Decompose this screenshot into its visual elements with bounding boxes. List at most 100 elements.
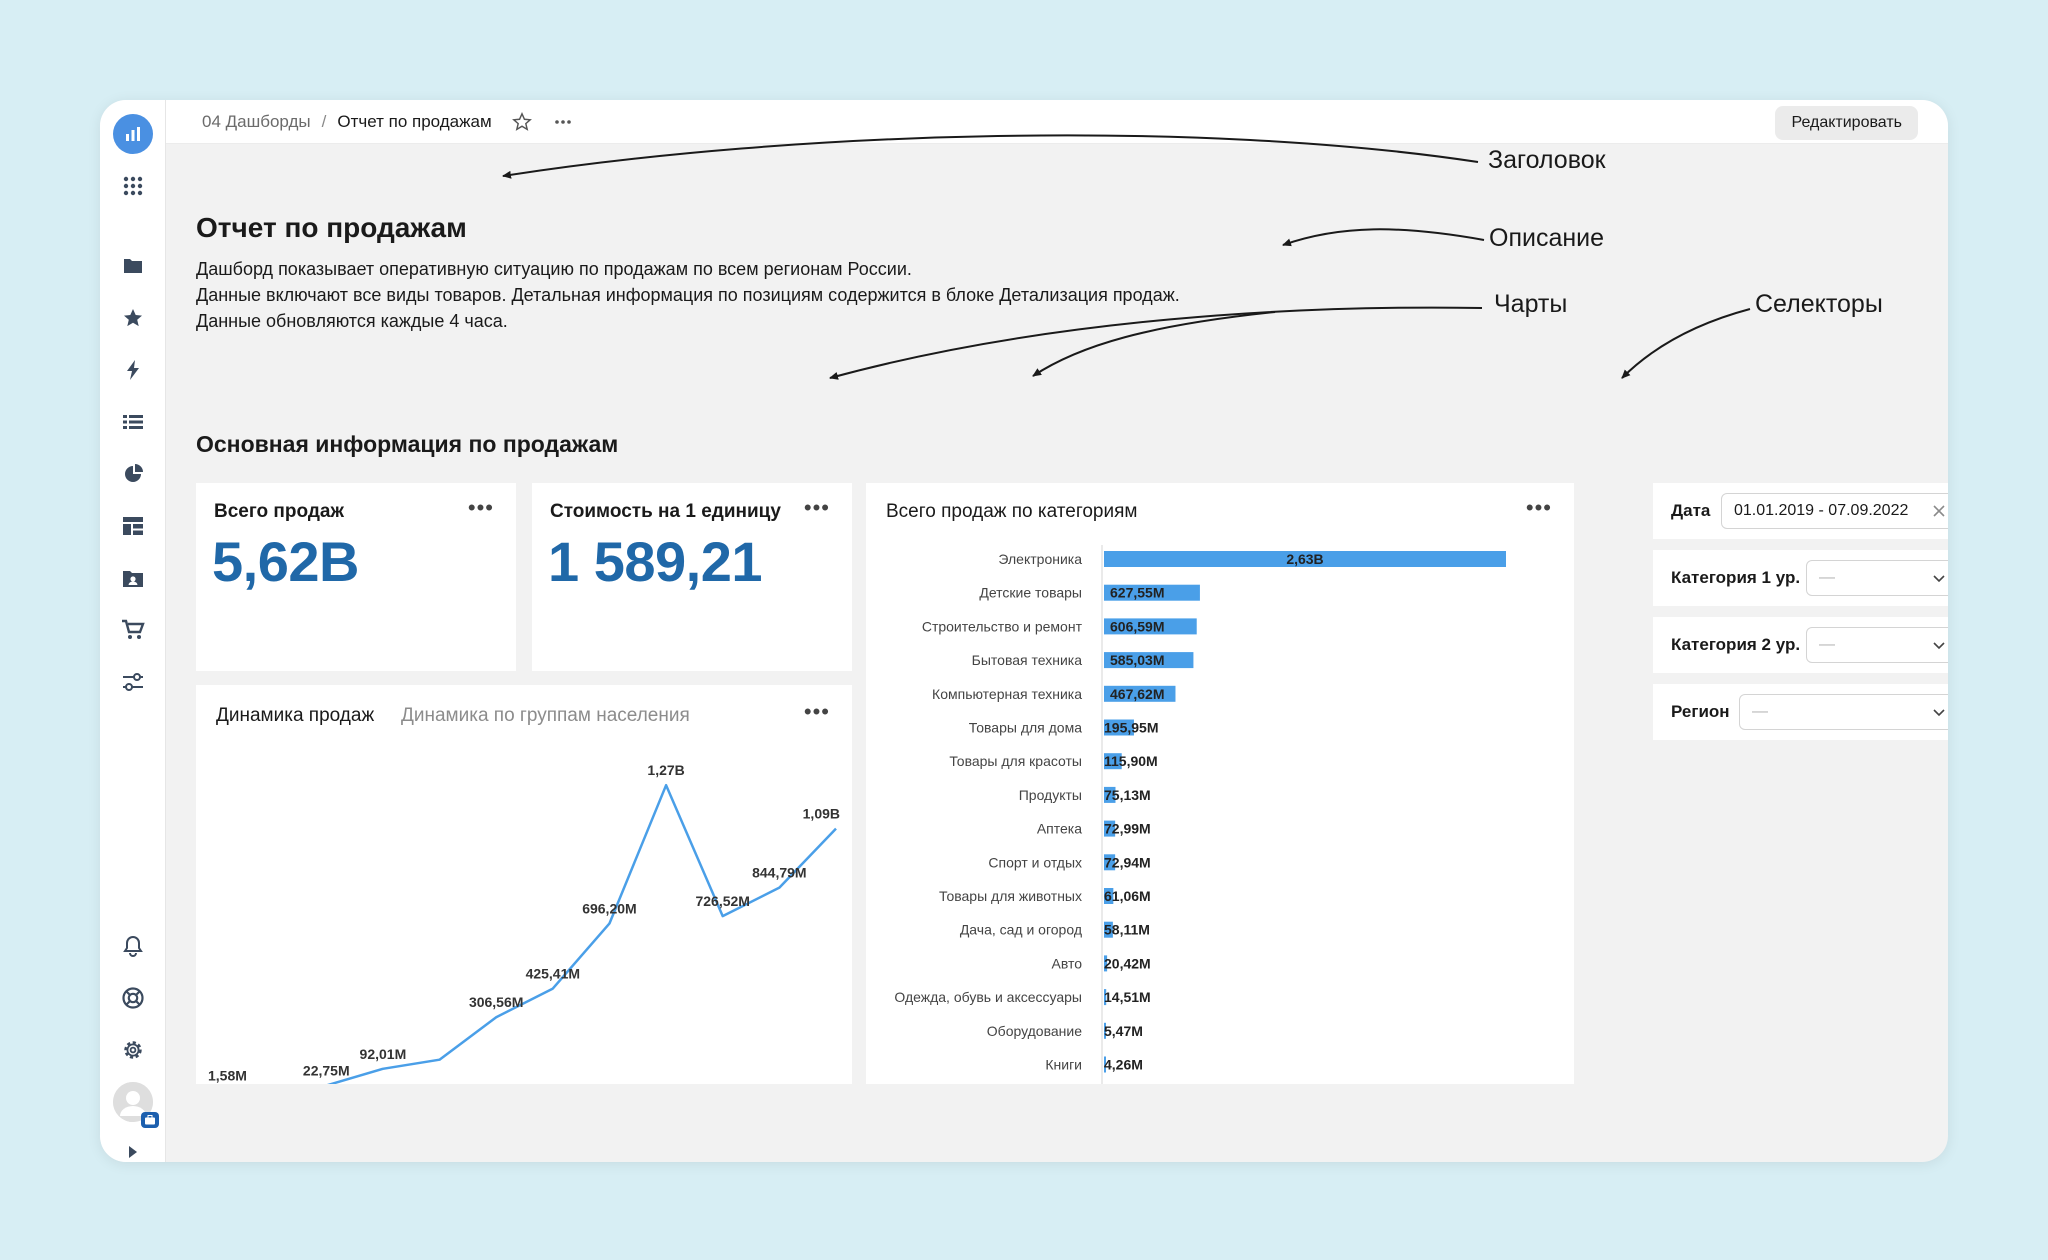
- tab-population-dynamics[interactable]: Динамика по группам населения: [401, 705, 690, 726]
- expand-arrow-icon[interactable]: [113, 1140, 153, 1162]
- dynamics-chart-card: Динамика продаж Динамика по группам насе…: [196, 685, 852, 1084]
- annotation-selectors-label: Селекторы: [1755, 290, 1883, 318]
- folder-icon[interactable]: [113, 246, 153, 286]
- category-label: Строительство и ремонт: [922, 618, 1083, 634]
- app-window: 04 Дашборды / Отчет по продажам Редактир…: [100, 100, 1948, 1162]
- selector-date: Дата 01.01.2019 - 07.09.2022: [1653, 483, 1948, 539]
- point-label: 1,27B: [647, 762, 684, 778]
- bar-value-label: 72,94M: [1104, 854, 1151, 870]
- bar-value-label: 467,62M: [1110, 686, 1164, 702]
- more-actions-icon[interactable]: [554, 119, 572, 125]
- category-label: Товары для животных: [939, 888, 1082, 904]
- star-icon[interactable]: [113, 298, 153, 338]
- tab-sales-dynamics[interactable]: Динамика продаж: [216, 705, 375, 726]
- category-label: Спорт и отдых: [988, 854, 1082, 870]
- bell-icon[interactable]: [113, 926, 153, 966]
- select-value: —: [1819, 569, 1835, 586]
- category-bar[interactable]: [1104, 921, 1113, 938]
- bar-value-label: 5,47M: [1104, 1023, 1143, 1039]
- description-line: Данные включают все виды товаров. Деталь…: [196, 285, 1180, 305]
- point-label: 425,41M: [526, 966, 580, 982]
- favorite-star-icon[interactable]: [511, 111, 532, 132]
- kpi-card-unit-cost: Стоимость на 1 единицу ••• 1 589,21: [532, 483, 852, 671]
- cart-icon[interactable]: [113, 610, 153, 650]
- category-label: Книги: [1045, 1057, 1082, 1073]
- gear-icon[interactable]: [113, 1030, 153, 1070]
- category-bar[interactable]: [1104, 1056, 1106, 1073]
- category-label: Товары для дома: [969, 720, 1082, 736]
- bar-value-label: 14,51M: [1104, 989, 1151, 1005]
- section-title: Основная информация по продажам: [196, 431, 619, 457]
- select-value: —: [1819, 636, 1835, 653]
- point-label: 306,56M: [469, 994, 523, 1010]
- category-bar[interactable]: [1104, 584, 1200, 601]
- selector-label: Категория 2 ур.: [1671, 635, 1801, 654]
- category-bar[interactable]: [1104, 786, 1116, 803]
- card-menu-button[interactable]: •••: [803, 495, 830, 520]
- page-description: Дашборд показывает оперативную ситуацию …: [196, 256, 1180, 334]
- date-range-value: 01.01.2019 - 07.09.2022: [1734, 502, 1909, 519]
- bar-value-label: 4,26M: [1104, 1057, 1143, 1073]
- bar-value-label: 585,03M: [1110, 652, 1164, 668]
- point-label: 1,09B: [803, 806, 840, 822]
- analytics-logo-icon[interactable]: [113, 114, 153, 154]
- bar-value-label: 606,59M: [1110, 618, 1164, 634]
- selector-region: Регион —: [1653, 684, 1948, 740]
- top-bar: 04 Дашборды / Отчет по продажам Редактир…: [166, 100, 1948, 144]
- lightning-icon[interactable]: [113, 350, 153, 390]
- selector-label: Регион: [1671, 702, 1730, 721]
- category-bar[interactable]: [1104, 888, 1114, 904]
- category-label: Бытовая техника: [972, 652, 1083, 668]
- list-icon[interactable]: [113, 402, 153, 442]
- chevron-down-icon: [1932, 638, 1946, 652]
- breadcrumb-root[interactable]: 04 Дашборды: [202, 111, 311, 131]
- point-label: 726,52M: [695, 893, 749, 909]
- category-bar[interactable]: [1104, 753, 1122, 770]
- category-label: Дача, сад и огород: [960, 922, 1082, 938]
- category-bar[interactable]: [1104, 719, 1134, 736]
- category-bar[interactable]: [1104, 551, 1506, 567]
- annotation-charts-label: Чарты: [1494, 290, 1568, 318]
- category-2-select[interactable]: —: [1806, 627, 1948, 663]
- briefcase-icon: [141, 1112, 159, 1128]
- category-label: Товары для красоты: [949, 753, 1082, 769]
- category-bar[interactable]: [1104, 989, 1107, 1006]
- category-label: Авто: [1051, 955, 1082, 971]
- category-bar[interactable]: [1104, 1022, 1106, 1039]
- region-select[interactable]: —: [1739, 694, 1948, 730]
- dashboard-content: Отчет по продажам Дашборд показывает опе…: [166, 144, 1948, 1162]
- user-avatar-icon[interactable]: [113, 1082, 159, 1128]
- category-1-select[interactable]: —: [1806, 560, 1948, 596]
- breadcrumb-separator: /: [321, 111, 327, 131]
- point-label: 1,58M: [208, 1068, 247, 1084]
- kpi-title: Стоимость на 1 единицу: [550, 501, 781, 522]
- dashboard-layout-icon[interactable]: [113, 506, 153, 546]
- chevron-down-icon: [1932, 571, 1946, 585]
- pie-chart-icon[interactable]: [113, 454, 153, 494]
- description-line: Дашборд показывает оперативную ситуацию …: [196, 259, 912, 279]
- category-label: Одежда, обувь и аксессуары: [894, 989, 1082, 1005]
- bar-value-label: 61,06M: [1104, 888, 1151, 904]
- help-ring-icon[interactable]: [113, 978, 153, 1018]
- point-label: 696,20M: [582, 900, 636, 916]
- kpi-value: 1 589,21: [548, 530, 762, 593]
- category-bar[interactable]: [1104, 820, 1116, 837]
- edit-button[interactable]: Редактировать: [1775, 106, 1918, 140]
- kpi-card-total: Всего продаж ••• 5,62B: [196, 483, 516, 671]
- category-bar[interactable]: [1104, 685, 1176, 702]
- clear-icon[interactable]: [1932, 504, 1946, 518]
- category-bar[interactable]: [1104, 955, 1108, 972]
- dataset-icon[interactable]: [113, 558, 153, 598]
- card-menu-button[interactable]: •••: [467, 495, 494, 520]
- category-bar[interactable]: [1104, 618, 1197, 635]
- category-bar[interactable]: [1104, 652, 1194, 669]
- category-bar[interactable]: [1104, 854, 1116, 871]
- point-label: 844,79M: [752, 865, 806, 881]
- selector-label: Дата: [1671, 501, 1711, 520]
- apps-grid-icon[interactable]: [113, 166, 153, 206]
- settings-sliders-icon[interactable]: [113, 662, 153, 702]
- date-range-input[interactable]: 01.01.2019 - 07.09.2022: [1721, 493, 1948, 529]
- description-line: Данные обновляются каждые 4 часа.: [196, 311, 508, 331]
- bar-value-label: 115,90M: [1104, 753, 1158, 769]
- categories-bar-chart: Электроника 2,63B Детские товары 627,55M Стр…: [894, 545, 1506, 1084]
